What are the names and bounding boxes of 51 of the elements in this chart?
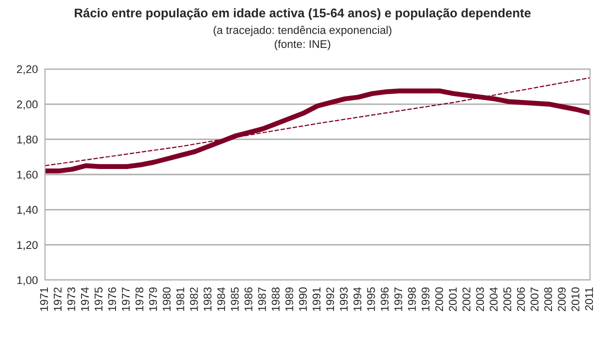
- x-tick-label: 2007: [530, 288, 538, 312]
- x-tick-label: 1984: [217, 287, 226, 311]
- x-tick-label: 2001: [448, 287, 457, 312]
- y-tick-label: 1,20: [17, 241, 38, 250]
- x-tick-label: 2008: [544, 287, 552, 312]
- x-tick-label: 2000: [435, 287, 444, 312]
- x-tick-label: 2005: [503, 287, 512, 312]
- x-tick-label: 1997: [394, 288, 402, 311]
- x-tick-label: 1979: [149, 287, 157, 311]
- x-tick-label: 1976: [108, 287, 116, 311]
- x-tick-label: 1999: [422, 287, 430, 311]
- x-tick-label: 1982: [190, 288, 198, 311]
- x-tick-label: 1992: [326, 288, 334, 311]
- x-tick-label: 1991: [312, 287, 320, 311]
- y-tick-label: 1,80: [17, 136, 38, 145]
- x-tick-label: 2009: [558, 287, 566, 312]
- x-tick-label: 1995: [367, 287, 375, 311]
- x-tick-label: 2010: [571, 287, 580, 312]
- x-tick-label: 1996: [380, 287, 389, 311]
- x-tick-label: 2003: [476, 287, 484, 312]
- x-tick-label: 1988: [272, 287, 280, 311]
- x-tick-label: 1974: [80, 287, 89, 311]
- y-tick-label: 2,20: [16, 65, 38, 74]
- text: (fonte: INE): [274, 40, 330, 50]
- x-tick-label: 1985: [230, 287, 239, 311]
- x-tick-label: 2004: [490, 287, 498, 312]
- x-tick-label: 1981: [176, 287, 184, 311]
- text: (a tracejado: tendência exponencial): [214, 26, 392, 36]
- x-tick-label: 1998: [408, 287, 416, 311]
- x-tick-label: 2006: [516, 287, 525, 312]
- x-tick-label: 1978: [135, 287, 144, 311]
- x-tick-label: 1977: [122, 288, 130, 311]
- x-tick-label: 2002: [462, 288, 470, 312]
- y-tick-label: 1,60: [17, 170, 38, 180]
- x-tick-label: 1983: [204, 287, 212, 311]
- x-tick-label: 1993: [340, 287, 348, 311]
- x-tick-label: 2011: [585, 287, 593, 310]
- y-tick-label: 2,00: [16, 100, 38, 110]
- x-tick-label: 1989: [285, 287, 294, 311]
- x-tick-label: 1973: [67, 287, 76, 311]
- x-tick-label: 1972: [54, 288, 62, 311]
- x-tick-label: 1994: [353, 287, 362, 311]
- x-tick-label: 1971: [40, 287, 48, 311]
- y-tick-label: 1,00: [17, 276, 38, 286]
- x-tick-label: 1986: [244, 287, 252, 311]
- y-tick-label: 1,40: [17, 206, 38, 216]
- chart-title: Rácio entre população em idade activa (15-64 anos) e população dependente: [74, 8, 531, 20]
- x-tick-label: 1987: [258, 288, 266, 311]
- x-tick-label: 1975: [94, 287, 102, 311]
- x-tick-label: 1980: [162, 287, 171, 311]
- x-tick-label: 1990: [298, 287, 307, 311]
